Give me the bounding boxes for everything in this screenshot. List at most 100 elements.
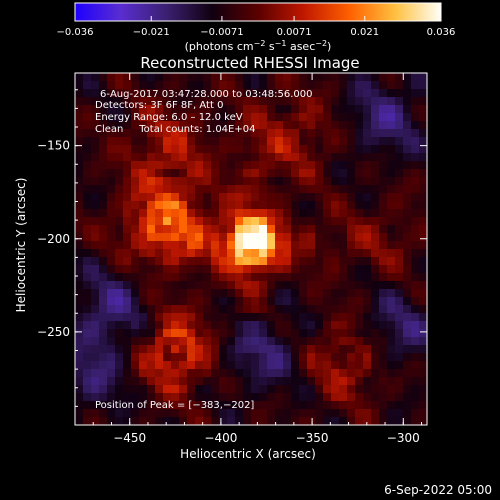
heatmap-cell (131, 121, 140, 130)
heatmap-cell (323, 105, 332, 114)
heatmap-cell (331, 185, 340, 194)
heatmap-cell (411, 345, 420, 354)
heatmap-cell (371, 297, 380, 306)
heatmap-cell (307, 201, 316, 210)
heatmap-cell (243, 385, 252, 394)
heatmap-cell (163, 113, 172, 122)
heatmap-cell (155, 89, 164, 98)
heatmap-cell (139, 121, 148, 130)
heatmap-cell (275, 169, 284, 178)
heatmap-cell (171, 233, 180, 242)
heatmap-cell (275, 353, 284, 362)
heatmap-cell (283, 137, 292, 146)
heatmap-cell (235, 353, 244, 362)
heatmap-cell (131, 249, 140, 258)
heatmap-cell (75, 241, 84, 250)
heatmap-cell (179, 321, 188, 330)
heatmap-cell (411, 161, 420, 170)
heatmap-cell (195, 321, 204, 330)
heatmap-cell (187, 145, 196, 154)
heatmap-cell (347, 177, 356, 186)
heatmap-cell (91, 113, 100, 122)
heatmap-cell (219, 337, 228, 346)
heatmap-cell (291, 297, 300, 306)
heatmap-cell (235, 209, 244, 218)
heatmap-cell (211, 353, 220, 362)
heatmap-cell (299, 97, 308, 106)
heatmap-cell (195, 169, 204, 178)
heatmap-cell (331, 265, 340, 274)
heatmap-cell (323, 393, 332, 402)
heatmap-cell (171, 313, 180, 322)
heatmap-cell (363, 321, 372, 330)
heatmap-cell (179, 377, 188, 386)
heatmap-cell (235, 249, 244, 258)
heatmap-cell (243, 417, 252, 426)
heatmap-cell (83, 401, 92, 410)
heatmap-cell (235, 369, 244, 378)
chart-title: Reconstructed RHESSI Image (140, 54, 359, 72)
heatmap-cell (235, 113, 244, 122)
heatmap-cell (379, 273, 388, 282)
heatmap-cell (387, 89, 396, 98)
heatmap-cell (107, 233, 116, 242)
heatmap-cell (123, 209, 132, 218)
heatmap-cell (235, 169, 244, 178)
x-tick-label: −400 (204, 431, 237, 445)
heatmap-cell (307, 297, 316, 306)
heatmap-cell (187, 225, 196, 234)
heatmap-cell (195, 145, 204, 154)
heatmap-cell (347, 361, 356, 370)
heatmap-cell (251, 209, 260, 218)
heatmap-cell (75, 169, 84, 178)
heatmap-cell (283, 201, 292, 210)
heatmap-cell (235, 201, 244, 210)
heatmap-cell (131, 297, 140, 306)
heatmap-cell (219, 153, 228, 162)
heatmap-cell (315, 105, 324, 114)
heatmap-cell (91, 377, 100, 386)
heatmap-cell (411, 137, 420, 146)
heatmap-cell (363, 209, 372, 218)
heatmap-cell (243, 193, 252, 202)
heatmap-cell (171, 393, 180, 402)
heatmap-cell (147, 233, 156, 242)
heatmap-cell (267, 361, 276, 370)
heatmap-cell (411, 145, 420, 154)
heatmap-cell (147, 161, 156, 170)
heatmap-cell (363, 161, 372, 170)
heatmap-cell (139, 305, 148, 314)
heatmap-cell (179, 297, 188, 306)
heatmap-cells (75, 73, 428, 426)
heatmap-cell (323, 185, 332, 194)
heatmap-cell (123, 105, 132, 114)
heatmap-cell (259, 129, 268, 138)
heatmap-cell (115, 105, 124, 114)
heatmap-cell (195, 161, 204, 170)
heatmap-cell (203, 105, 212, 114)
heatmap-cell (283, 217, 292, 226)
heatmap-cell (419, 137, 428, 146)
heatmap-cell (299, 369, 308, 378)
heatmap-cell (299, 201, 308, 210)
heatmap-cell (387, 305, 396, 314)
heatmap-cell (83, 137, 92, 146)
heatmap-cell (315, 281, 324, 290)
heatmap-cell (99, 161, 108, 170)
heatmap-cell (371, 209, 380, 218)
heatmap-cell (291, 385, 300, 394)
heatmap-cell (83, 169, 92, 178)
heatmap-cell (99, 113, 108, 122)
heatmap-cell (283, 305, 292, 314)
colorbar-tick-label: −0.036 (56, 27, 93, 38)
heatmap-cell (299, 153, 308, 162)
heatmap-cell (251, 353, 260, 362)
heatmap-cell (275, 401, 284, 410)
heatmap-cell (331, 337, 340, 346)
heatmap-cell (363, 81, 372, 90)
heatmap-cell (75, 305, 84, 314)
heatmap-cell (251, 297, 260, 306)
heatmap-cell (147, 417, 156, 426)
heatmap-cell (115, 417, 124, 426)
heatmap-cell (75, 265, 84, 274)
